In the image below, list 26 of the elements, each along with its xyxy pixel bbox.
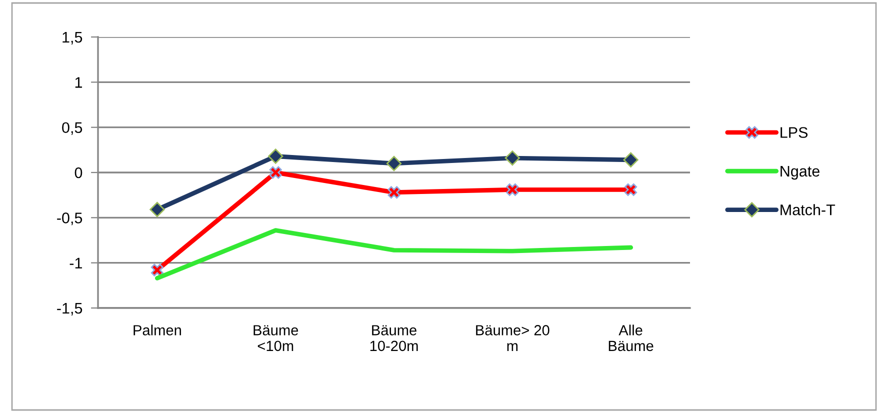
x-tick-label: Palmen (134, 324, 181, 336)
y-tick-label: -1,5 (57, 303, 82, 316)
point (504, 150, 520, 166)
x-tick-label: Bäume <10m (254, 325, 298, 352)
point (506, 183, 519, 196)
legend-label: Ngate (780, 166, 820, 180)
x-tick-label: Bäume> 20 m (476, 325, 550, 351)
point (623, 152, 638, 168)
point (624, 183, 638, 196)
y-tick-label: 1,5 (62, 32, 82, 44)
y-tick-label: 0 (74, 167, 82, 178)
point (268, 148, 284, 164)
y-tick-label: -0,5 (57, 212, 82, 226)
point (150, 264, 164, 276)
point (269, 166, 282, 179)
point (388, 186, 400, 199)
x-tick-label: Bäume 10-20m (370, 325, 418, 352)
legend-label: LPS (780, 127, 808, 138)
y-tick-label: 0,5 (62, 122, 82, 135)
x-tick-label: Alle Bäume (608, 324, 654, 352)
y-tick-label: 1 (75, 77, 82, 88)
point (386, 156, 402, 172)
line-series (154, 228, 634, 280)
y-tick-label: -1 (70, 258, 82, 268)
point (150, 202, 165, 218)
legend-label: Match-T (780, 204, 836, 216)
